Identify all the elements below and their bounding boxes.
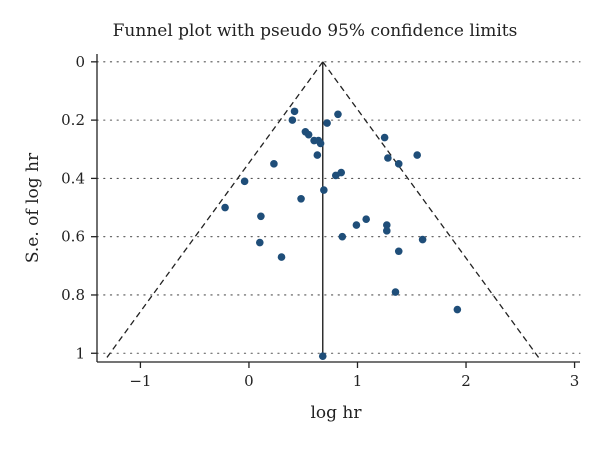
study-point [256,238,264,247]
x-axis-label: log hr [310,403,362,423]
study-point [290,107,299,116]
y-tick-label: 0 [75,53,85,71]
y-tick-label: 0.6 [61,228,85,246]
study-point [277,253,286,261]
study-point [394,160,403,168]
study-point [362,215,370,223]
study-point [297,195,305,203]
y-axis-label: S.e. of log hr [23,152,43,263]
study-point [288,116,297,124]
lower-confidence-limit [105,61,324,360]
plot-area: 0 0.2 0.4 0.6 0.8 1 −1 0 1 2 3 [61,53,581,390]
y-tick-label: 1 [75,344,85,362]
study-point [384,154,392,162]
y-tick-label: 0.2 [61,111,85,129]
study-point [413,151,421,159]
study-point [320,186,328,194]
study-point [418,235,427,244]
study-point [240,177,249,186]
x-tick-label: −1 [129,372,151,390]
study-point [383,221,391,229]
upper-confidence-limit [322,61,541,360]
study-point [316,139,325,148]
study-point [352,221,361,229]
y-tick-label: 0.8 [61,286,85,304]
chart-title: Funnel plot with pseudo 95% confidence l… [113,21,518,41]
study-point [338,232,347,241]
study-point [337,168,346,177]
x-tick-label: 0 [244,372,254,390]
x-tick-label: 3 [570,372,580,390]
study-point [221,203,229,212]
study-point [383,227,391,235]
study-point [394,247,403,256]
x-tick-label: 2 [461,372,471,390]
study-point [318,352,327,360]
study-point [257,212,265,221]
study-point [313,151,322,159]
study-point [270,160,278,168]
study-point [391,288,400,296]
study-point [323,119,331,127]
study-point [304,130,313,139]
study-point [380,133,389,142]
x-tick-label: 1 [353,372,363,390]
y-tick-label: 0.4 [61,169,85,187]
study-point [334,110,342,119]
study-point [453,305,462,314]
